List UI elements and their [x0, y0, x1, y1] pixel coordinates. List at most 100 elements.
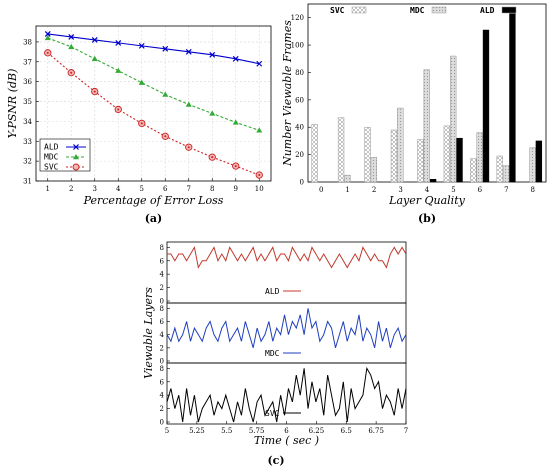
y-tick-label: 4 [160, 392, 165, 400]
x-tick-label: 6 [284, 427, 289, 435]
x-tick-label: 7 [504, 186, 508, 194]
marker-ald [209, 51, 216, 58]
y-tick-label: 120 [291, 14, 304, 22]
bar-svc [443, 125, 451, 183]
bar-svc [337, 117, 345, 183]
y-tick-label: 0 [160, 298, 164, 306]
legend-box [39, 138, 91, 172]
legend-label: SVC [44, 163, 59, 172]
legend-marker [73, 154, 79, 160]
y-tick-label: 2 [160, 284, 164, 292]
x-tick-label: 2 [372, 186, 376, 194]
x-tick-label: 7 [187, 185, 191, 193]
x-tick-label: 3 [93, 185, 97, 193]
legend-label: MDC [410, 6, 425, 15]
legend-label: ALD [480, 6, 495, 15]
x-tick-label: 2 [69, 185, 73, 193]
legend-label: MDC [44, 153, 59, 162]
y-tick-label: 80 [295, 69, 304, 77]
series-line-svc [47, 52, 260, 176]
marker-mdc [91, 55, 98, 61]
x-tick-label: 4 [116, 185, 121, 193]
legend-swatch [501, 6, 517, 14]
bar-ald [429, 179, 437, 183]
legend-label: SVC [265, 409, 280, 418]
x-tick-label: 0 [319, 186, 323, 194]
marker-ald [138, 42, 145, 49]
marker-mdc [232, 119, 239, 125]
y-tick-label: 6 [160, 318, 165, 326]
legend-swatch [351, 6, 367, 14]
marker-center-svc [234, 165, 237, 168]
bar-mdc [344, 174, 351, 183]
bar-mdc [529, 147, 536, 183]
y-tick-label: 33 [23, 138, 32, 146]
y-axis-title: Number Viewable Frames [281, 20, 294, 167]
subplot-frame-ald [166, 241, 407, 304]
x-tick-label: 6.75 [368, 427, 384, 435]
marker-ald [162, 45, 169, 52]
x-tick-label: 1 [46, 185, 50, 193]
bar-svc [311, 124, 318, 183]
marker-center-svc [211, 156, 214, 159]
marker-center-svc [93, 90, 96, 93]
chart-c: 0 2 4 6 8 ALD 0 2 4 6 8 MDC 0 2 4 6 8 SVC 5 5.25 5.5 5.75 6 6.2… [142, 241, 408, 467]
x-tick-label: 6 [163, 185, 168, 193]
x-tick-label: 5.5 [221, 427, 232, 435]
marker-mdc [209, 110, 216, 116]
y-tick-label: 8 [160, 305, 164, 313]
y-tick-label: 6 [160, 378, 165, 386]
y-tick-label: 60 [295, 96, 304, 104]
y-tick-label: 2 [160, 344, 164, 352]
x-axis-title: Percentage of Error Loss [83, 194, 224, 207]
series-line-ald [167, 245, 407, 269]
marker-ald [232, 55, 239, 62]
x-tick-label: 3 [398, 186, 402, 194]
x-tick-label: 6.5 [341, 427, 352, 435]
marker-center-svc [187, 146, 190, 149]
y-tick-label: 4 [160, 331, 165, 339]
panel-label-a: (a) [145, 212, 163, 225]
x-tick-label: 6.25 [309, 427, 325, 435]
y-tick-label: 31 [23, 178, 32, 186]
marker-ald [115, 39, 122, 46]
marker-center-svc [140, 122, 143, 125]
marker-mdc [115, 67, 122, 73]
x-axis-title: Time ( sec ) [254, 434, 319, 447]
x-tick-label: 5 [165, 427, 169, 435]
legend-label: ALD [44, 143, 59, 152]
y-tick-label: 20 [295, 151, 304, 159]
series-line-mdc [47, 37, 260, 131]
marker-mdc [162, 91, 169, 97]
marker-mdc [138, 79, 145, 85]
x-tick-label: 8 [210, 185, 214, 193]
legend-marker [73, 144, 79, 150]
y-tick-label: 40 [295, 124, 304, 132]
y-tick-label: 37 [23, 58, 32, 66]
legend-swatch [431, 6, 447, 14]
x-tick-label: 9 [234, 185, 238, 193]
y-tick-label: 0 [160, 358, 164, 366]
y-tick-label: 32 [23, 158, 32, 166]
legend-label: MDC [265, 349, 280, 358]
bar-ald [509, 13, 516, 183]
x-axis-title: Layer Quality [388, 194, 465, 207]
marker-ald [91, 36, 98, 43]
y-tick-label: 34 [23, 118, 32, 126]
x-tick-label: 5.75 [249, 427, 265, 435]
bar-mdc [370, 157, 378, 183]
legend-marker [72, 163, 80, 171]
bar-svc [496, 155, 503, 183]
x-tick-label: 7 [404, 427, 408, 435]
plot-frame [35, 25, 272, 182]
series-line-ald [47, 33, 260, 65]
x-tick-label: 5 [140, 185, 144, 193]
marker-mdc [185, 101, 192, 107]
subplot-frame-svc [166, 362, 407, 425]
bar-ald [482, 29, 490, 183]
bar-mdc [397, 107, 404, 183]
y-tick-label: 2 [160, 405, 164, 413]
y-tick-label: 38 [23, 38, 32, 46]
marker-mdc [68, 43, 75, 50]
